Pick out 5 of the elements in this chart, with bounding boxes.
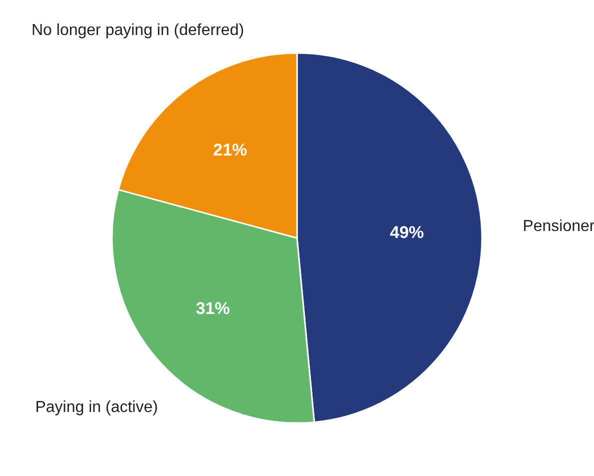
data-label: 49% xyxy=(390,222,424,242)
slice-label: No longer paying in (deferred) xyxy=(31,22,244,39)
data-label: 31% xyxy=(196,298,230,318)
data-label: 21% xyxy=(213,140,248,160)
slice-label: Paying in (active) xyxy=(35,398,158,416)
